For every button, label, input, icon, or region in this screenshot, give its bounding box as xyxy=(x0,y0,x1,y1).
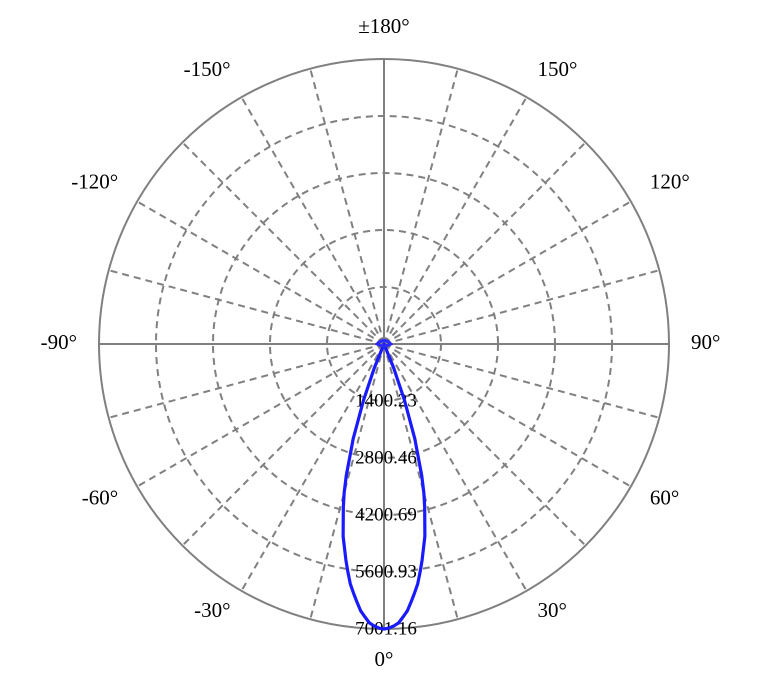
angle-tick-label: -60° xyxy=(82,486,118,510)
radial-tick-label: 2800.46 xyxy=(355,447,417,468)
angle-tick-label: 60° xyxy=(650,486,679,510)
angle-tick-label: -150° xyxy=(184,57,231,81)
radial-tick-label: 5600.93 xyxy=(355,561,417,582)
angle-tick-label: 90° xyxy=(691,330,720,354)
polar-chart: 1400.232800.464200.695600.937001.160°30°… xyxy=(0,0,769,687)
polar-chart-svg: 1400.232800.464200.695600.937001.160°30°… xyxy=(0,0,769,687)
angle-tick-label: ±180° xyxy=(358,14,409,38)
angle-tick-label: 150° xyxy=(538,57,578,81)
angle-tick-label: -90° xyxy=(41,330,77,354)
angle-tick-label: -30° xyxy=(194,598,230,622)
radial-tick-label: 4200.69 xyxy=(355,504,417,525)
angle-tick-label: -120° xyxy=(71,170,118,194)
angle-tick-label: 30° xyxy=(538,598,567,622)
angle-tick-label: 120° xyxy=(650,170,690,194)
angle-tick-label: 0° xyxy=(375,647,394,671)
